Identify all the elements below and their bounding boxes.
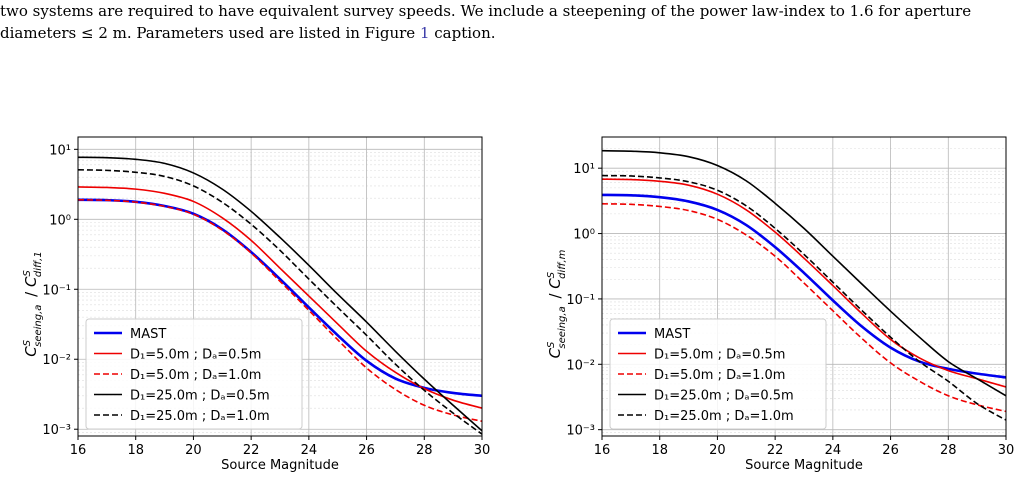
x-tick-label: 22 xyxy=(767,443,784,458)
series-line-2 xyxy=(78,186,482,409)
x-tick-label: 30 xyxy=(998,443,1015,458)
x-tick-label: 22 xyxy=(243,443,260,458)
caption-line-2-end: caption. xyxy=(429,24,496,42)
chart-panel-2: 16 18 20 22 24 26 28 30 10⁻³ 10⁻² 10⁻¹ 10⁰ 10¹ Source… xyxy=(546,136,1015,473)
series-line-5 xyxy=(602,174,1006,421)
x-tick-label: 16 xyxy=(594,443,611,458)
series-line-4 xyxy=(602,149,1006,397)
grid-lines xyxy=(77,137,483,436)
legend-entry-5: D₁=25.0m ; Dₐ=1.0m xyxy=(130,409,270,424)
x-tick-label: 16 xyxy=(70,443,87,458)
y-tick-label: 10⁻³ xyxy=(42,423,71,438)
y-tick-label: 10⁻³ xyxy=(566,424,595,439)
series-line-4 xyxy=(78,156,482,432)
y-axis-label: CSseeing,a / CSdiff,1 xyxy=(22,248,44,356)
x-tick-label: 26 xyxy=(882,443,899,458)
x-tick-label: 20 xyxy=(709,443,726,458)
y-tick-label: 10¹ xyxy=(49,143,71,158)
caption-line-1: two systems are required to have equival… xyxy=(0,2,972,20)
x-tick-label: 28 xyxy=(940,443,957,458)
figure-reference-link[interactable]: 1 xyxy=(419,24,430,42)
legend-box xyxy=(85,318,303,430)
figure-caption: two systems are required to have equival… xyxy=(0,0,1034,44)
x-axis-label: Source Magnitude xyxy=(745,458,863,473)
legend-entry-3: D₁=5.0m ; Dₐ=1.0m xyxy=(130,368,261,383)
legend-entry-4: D₁=25.0m ; Dₐ=0.5m xyxy=(130,389,270,404)
series-line-3 xyxy=(78,198,482,423)
x-tick-label: 28 xyxy=(416,443,433,458)
axes-frame xyxy=(77,136,483,437)
legend-entry-4: D₁=25.0m ; Dₐ=0.5m xyxy=(654,389,794,404)
series-group xyxy=(78,156,482,435)
x-tick-label: 30 xyxy=(474,443,491,458)
y-tick-label: 10⁰ xyxy=(49,213,71,228)
legend: MAST D₁=5.0m ; Dₐ=0.5m D₁=5.0m ; Dₐ=1.0m D₁… xyxy=(85,318,303,430)
x-tick-label: 18 xyxy=(127,443,144,458)
y-tick-label: 10⁰ xyxy=(573,228,595,243)
legend-box xyxy=(609,318,827,430)
legend-entry-2: D₁=5.0m ; Dₐ=0.5m xyxy=(130,348,261,363)
y-tick-label: 10⁻¹ xyxy=(42,283,71,298)
y-axis-label: CSseeing,a / CSdiff,m xyxy=(546,247,568,359)
x-tick-label: 26 xyxy=(358,443,375,458)
y-tick-label: 10⁻¹ xyxy=(566,293,595,308)
y-tick-label: 10⁻² xyxy=(42,353,71,368)
x-tick-label: 24 xyxy=(825,443,842,458)
axes-frame xyxy=(601,136,1007,437)
y-tick-label: 10⁻² xyxy=(566,358,595,373)
x-axis-label: Source Magnitude xyxy=(221,458,339,473)
legend-entry-3: D₁=5.0m ; Dₐ=1.0m xyxy=(654,368,785,383)
series-group xyxy=(602,149,1006,421)
x-tick-label: 20 xyxy=(185,443,202,458)
legend-entry-1: MAST xyxy=(130,327,166,342)
legend-entry-1: MAST xyxy=(654,327,690,342)
legend-entry-5: D₁=25.0m ; Dₐ=1.0m xyxy=(654,409,794,424)
legend-entry-2: D₁=5.0m ; Dₐ=0.5m xyxy=(654,348,785,363)
caption-line-2-text: diameters ≤ 2 m. Parameters used are lis… xyxy=(0,24,420,42)
x-tick-label: 24 xyxy=(301,443,318,458)
chart-panel-1: 16 18 20 22 24 26 28 30 10⁻³ 10⁻² 10⁻¹ 10⁰ 10¹ Source… xyxy=(22,136,491,473)
y-tick-label: 10¹ xyxy=(573,162,595,177)
series-line-5 xyxy=(78,168,482,435)
x-tick-label: 18 xyxy=(651,443,668,458)
series-line-3 xyxy=(602,203,1006,413)
series-line-2 xyxy=(602,178,1006,388)
caption-line-2: diameters ≤ 2 m. Parameters used are lis… xyxy=(0,22,1034,44)
legend: MAST D₁=5.0m ; Dₐ=0.5m D₁=5.0m ; Dₐ=1.0m D₁… xyxy=(609,318,827,430)
